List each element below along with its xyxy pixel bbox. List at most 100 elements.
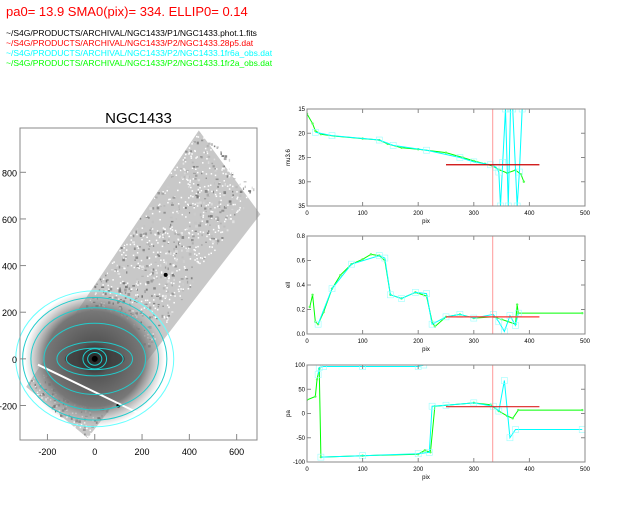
image-pixel xyxy=(163,205,166,207)
image-pixel xyxy=(226,163,228,165)
data-point xyxy=(423,290,430,297)
image-pixel xyxy=(200,204,202,207)
image-pixel xyxy=(151,294,153,298)
image-pixel xyxy=(173,252,175,255)
image-pixel xyxy=(118,265,121,269)
image-pixel xyxy=(145,283,147,286)
image-pixel xyxy=(162,239,166,243)
data-point xyxy=(581,311,584,315)
image-pixel xyxy=(144,269,147,271)
image-pixel xyxy=(221,169,223,171)
data-point xyxy=(578,426,585,433)
data-point xyxy=(339,274,342,277)
image-pixel xyxy=(138,246,141,248)
image-pixel xyxy=(170,204,174,206)
image-pixel xyxy=(182,162,185,165)
image-pixel xyxy=(146,241,149,244)
image-pixel xyxy=(186,171,189,173)
data-point xyxy=(581,408,584,412)
data-point xyxy=(470,399,478,407)
image-pixel xyxy=(164,297,167,300)
image-pixel xyxy=(100,280,102,283)
image-pixel xyxy=(216,241,219,245)
data-point xyxy=(512,322,519,329)
image-pixel xyxy=(162,227,165,229)
image-pixel xyxy=(111,262,114,264)
image-pixel xyxy=(203,257,206,260)
image-pixel xyxy=(169,312,172,316)
image-pixel xyxy=(119,276,122,278)
image-pixel xyxy=(119,293,122,295)
image-pixel xyxy=(191,242,194,245)
image-pixel xyxy=(197,262,200,264)
image-pixel xyxy=(214,181,216,185)
image-pixel xyxy=(214,169,217,172)
image-pixel xyxy=(163,315,165,318)
series-line-1fr2a xyxy=(307,368,583,458)
image-pixel xyxy=(203,167,206,169)
image-pixel xyxy=(149,295,151,299)
image-pixel xyxy=(149,229,152,231)
image-pixel xyxy=(166,316,169,319)
x-axis-label: pix xyxy=(422,475,430,481)
image-pixel xyxy=(171,176,174,178)
image-pixel xyxy=(183,175,186,179)
image-pixel xyxy=(157,303,160,306)
image-pixel xyxy=(162,305,164,307)
image-pixel xyxy=(177,288,180,291)
image-pixel xyxy=(189,286,192,288)
image-pixel xyxy=(205,173,208,175)
image-pixel xyxy=(177,189,179,192)
image-pixel xyxy=(221,209,225,212)
image-pixel xyxy=(189,284,192,287)
image-pixel xyxy=(159,203,161,206)
image-pixel xyxy=(198,132,201,134)
image-pixel xyxy=(160,276,162,279)
image-pixel xyxy=(165,280,168,282)
image-pixel xyxy=(202,216,204,218)
image-pixel xyxy=(192,235,195,238)
isophote-ellipse xyxy=(65,347,124,371)
image-pixel xyxy=(135,283,138,285)
image-pixel xyxy=(216,239,220,243)
image-pixel xyxy=(185,247,188,250)
image-pixel xyxy=(206,158,208,160)
image-pixel xyxy=(237,210,239,212)
image-pixel xyxy=(194,149,196,152)
image-pixel xyxy=(196,141,199,145)
image-pixel xyxy=(154,261,157,263)
image-pixel xyxy=(232,185,234,188)
image-pixel xyxy=(186,248,190,252)
image-pixel xyxy=(188,197,190,199)
image-pixel xyxy=(188,221,191,224)
image-pixel xyxy=(130,239,133,241)
image-pixel xyxy=(139,233,143,237)
image-pixel xyxy=(107,284,109,287)
x-tick-label: 100 xyxy=(358,211,369,217)
image-pixel xyxy=(234,213,236,216)
image-pixel xyxy=(167,311,169,315)
image-pixel xyxy=(171,292,175,295)
image-pixel xyxy=(220,199,222,202)
image-pixel xyxy=(224,155,228,158)
image-pixel xyxy=(212,228,215,231)
image-pixel xyxy=(158,210,161,213)
image-pixel xyxy=(204,147,207,150)
image-pixel xyxy=(129,298,132,302)
image-pixel xyxy=(216,146,219,150)
image-pixel xyxy=(219,203,222,205)
image-pixel xyxy=(196,195,199,199)
image-pixel xyxy=(225,173,227,175)
data-point xyxy=(518,109,526,113)
image-pixel xyxy=(198,197,200,199)
image-pixel xyxy=(90,432,92,435)
y-tick-label: 0.8 xyxy=(297,234,306,240)
image-pixel xyxy=(232,203,234,206)
image-pixel xyxy=(152,278,155,282)
image-pixel xyxy=(156,254,160,256)
image-pixel xyxy=(196,202,200,205)
image-pixel xyxy=(135,294,137,296)
image-pixel xyxy=(223,157,227,161)
image-pixel xyxy=(84,433,86,436)
image-pixel xyxy=(200,244,203,246)
